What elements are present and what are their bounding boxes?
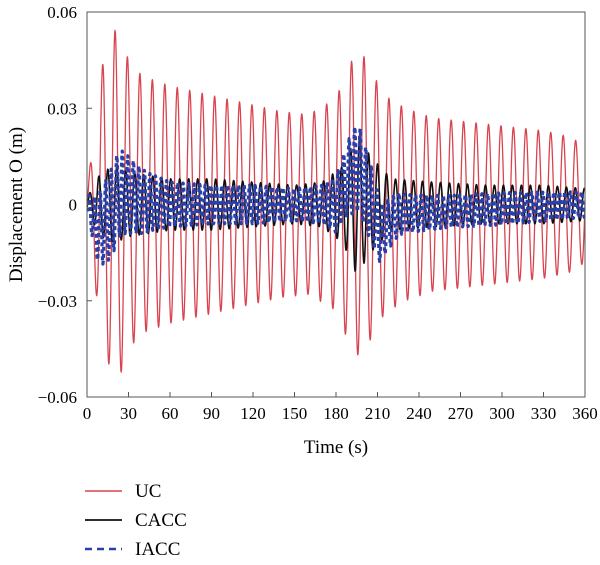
y-tick-label: −0.03 [38, 292, 77, 311]
legend-label-iacc: IACC [135, 539, 180, 560]
series-layer [87, 29, 585, 373]
ticks-layer: 0 30 60 90 120 150 180 210 240 270 300 330 360 −0.06 −… [38, 3, 598, 423]
x-tick-label: 150 [282, 404, 308, 423]
y-axis-label: Displacement O (m) [6, 127, 27, 282]
legend: UC CACC IACC [85, 481, 187, 560]
x-tick-label: 120 [240, 404, 266, 423]
x-tick-label: 0 [83, 404, 92, 423]
x-tick-label: 60 [162, 404, 179, 423]
x-tick-label: 210 [365, 404, 391, 423]
x-tick-label: 330 [531, 404, 557, 423]
y-tick-label: 0 [69, 196, 78, 215]
x-tick-label: 30 [120, 404, 137, 423]
x-tick-label: 360 [572, 404, 598, 423]
y-tick-label: −0.06 [38, 388, 77, 407]
x-axis-label: Time (s) [304, 437, 368, 458]
x-tick-label: 180 [323, 404, 349, 423]
y-tick-label: 0.06 [47, 3, 77, 22]
series-line-cacc [87, 137, 585, 272]
y-tick-label: 0.03 [47, 99, 77, 118]
x-tick-label: 240 [406, 404, 432, 423]
x-tick-label: 300 [489, 404, 515, 423]
x-tick-label: 270 [448, 404, 474, 423]
legend-label-uc: UC [135, 481, 161, 502]
x-tick-label: 90 [203, 404, 220, 423]
legend-label-cacc: CACC [135, 510, 187, 531]
series-line-iacc [87, 125, 585, 266]
